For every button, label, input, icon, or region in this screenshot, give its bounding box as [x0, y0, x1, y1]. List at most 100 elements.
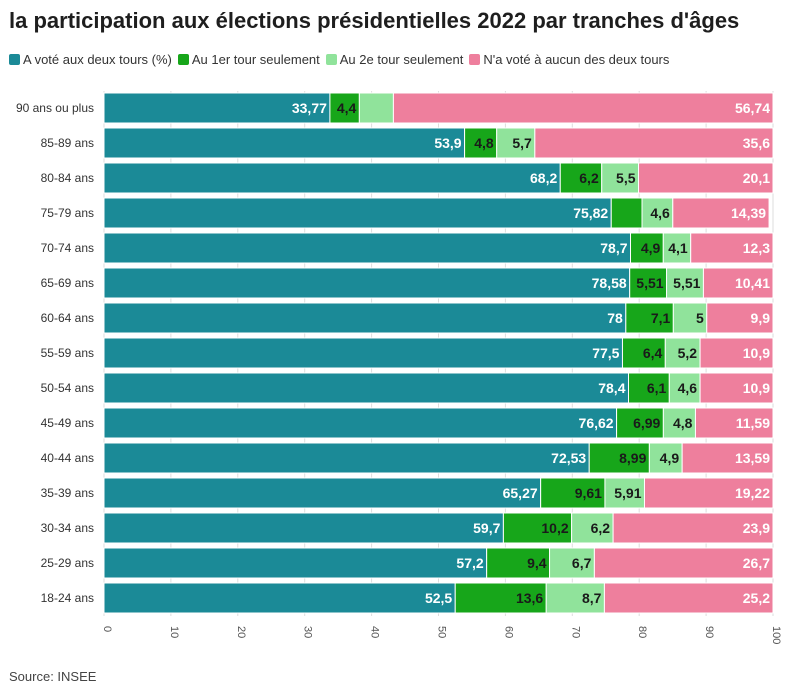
- data-label: 13,59: [735, 450, 770, 466]
- bar-segment: [103, 92, 331, 124]
- bar-segment: [103, 477, 542, 509]
- bar-segment: [103, 582, 456, 614]
- data-label: 7,1: [651, 310, 671, 326]
- category-label: 18-24 ans: [41, 591, 94, 605]
- bar-segment: [690, 232, 774, 264]
- data-label: 25,2: [743, 590, 770, 606]
- legend-item-no-vote[interactable]: N'a voté à aucun des deux tours: [469, 52, 669, 67]
- bar-segment: [706, 302, 774, 334]
- data-label: 6,99: [633, 415, 660, 431]
- data-label: 59,7: [473, 520, 500, 536]
- bar-segment: [664, 337, 701, 369]
- data-label: 65,27: [503, 485, 538, 501]
- bar-segment: [540, 477, 606, 509]
- legend-label-first-round-only: Au 1er tour seulement: [191, 52, 320, 67]
- category-label: 35-39 ans: [41, 486, 94, 500]
- category-label: 90 ans ou plus: [16, 101, 94, 115]
- bar-segment: [629, 267, 668, 299]
- data-label: 75,82: [573, 205, 608, 221]
- bar-segment: [625, 302, 674, 334]
- bar-segment: [694, 407, 774, 439]
- x-tick-label: 90: [703, 626, 715, 638]
- data-label: 26,7: [743, 555, 770, 571]
- legend-swatch-both-rounds: [9, 54, 20, 65]
- x-tick-label: 70: [569, 626, 581, 638]
- x-tick-label: 20: [235, 626, 247, 638]
- bar-segment: [496, 127, 536, 159]
- data-label: 78,4: [598, 380, 625, 396]
- x-tick-label: 40: [369, 626, 381, 638]
- bar-segment: [358, 92, 394, 124]
- x-tick-label: 10: [168, 626, 180, 638]
- bar-segment: [103, 197, 612, 229]
- data-label: 4,1: [668, 240, 688, 256]
- legend-label-both-rounds: A voté aux deux tours (%): [23, 52, 172, 67]
- data-label: 10,9: [743, 345, 770, 361]
- category-label: 85-89 ans: [41, 136, 94, 150]
- data-label: 4,6: [678, 380, 698, 396]
- category-label: 60-64 ans: [41, 311, 94, 325]
- category-label: 30-34 ans: [41, 521, 94, 535]
- bar-segment: [648, 442, 683, 474]
- bar-segment: [103, 232, 632, 264]
- chart-title: la participation aux élections président…: [9, 8, 740, 33]
- x-tick-label: 30: [302, 626, 314, 638]
- data-label: 9,9: [751, 310, 771, 326]
- data-label: 6,1: [647, 380, 667, 396]
- x-tick-label: 80: [636, 626, 648, 638]
- data-label: 4,8: [474, 135, 494, 151]
- bar-segment: [601, 162, 640, 194]
- bar-segment: [103, 162, 561, 194]
- category-label: 50-54 ans: [41, 381, 94, 395]
- category-label: 75-79 ans: [41, 206, 94, 220]
- x-tick-label: 60: [502, 626, 514, 638]
- data-label: 76,62: [579, 415, 614, 431]
- data-label: 4,9: [641, 240, 661, 256]
- category-label: 25-29 ans: [41, 556, 94, 570]
- data-label: 57,2: [456, 555, 483, 571]
- legend-swatch-no-vote: [469, 54, 481, 65]
- data-label: 72,53: [551, 450, 586, 466]
- data-label: 10,41: [735, 275, 770, 291]
- data-label: 5,5: [616, 170, 636, 186]
- legend-item-second-round-only[interactable]: Au 2e tour seulement: [325, 52, 463, 67]
- data-label: 4,4: [337, 100, 357, 116]
- data-label: 4,6: [650, 205, 670, 221]
- bar-segment: [638, 162, 774, 194]
- data-label: 9,61: [575, 485, 602, 501]
- bar-segment: [627, 372, 670, 404]
- data-label: 10,9: [743, 380, 770, 396]
- data-label: 5,7: [512, 135, 532, 151]
- data-label: 5: [696, 310, 704, 326]
- bar-segment: [643, 477, 774, 509]
- x-tick-label: 50: [436, 626, 448, 638]
- bar-segment: [612, 512, 774, 544]
- legend-swatch-first-round-only: [177, 54, 189, 65]
- data-label: 23,9: [743, 520, 770, 536]
- source-note: Source: INSEE: [9, 669, 97, 684]
- data-label: 33,77: [292, 100, 327, 116]
- legend-item-first-round-only[interactable]: Au 1er tour seulement: [177, 52, 320, 67]
- data-label: 20,1: [743, 170, 770, 186]
- bar-segment: [641, 197, 674, 229]
- category-label: 55-59 ans: [41, 346, 94, 360]
- data-label: 53,9: [434, 135, 461, 151]
- data-label: 5,91: [614, 485, 641, 501]
- data-label: 5,51: [636, 275, 663, 291]
- data-label: 78,7: [600, 240, 627, 256]
- legend-swatch-second-round-only: [325, 54, 337, 65]
- bar-segment: [103, 337, 623, 369]
- bar-segment: [486, 547, 551, 579]
- data-label: 10,2: [541, 520, 568, 536]
- bar-segment: [534, 127, 774, 159]
- data-label: 8,7: [582, 590, 602, 606]
- bar-segment: [545, 582, 605, 614]
- data-label: 9,4: [527, 555, 547, 571]
- data-label: 68,2: [530, 170, 557, 186]
- category-label: 40-44 ans: [41, 451, 94, 465]
- bar-segment: [103, 512, 504, 544]
- legend-label-no-vote: N'a voté à aucun des deux tours: [483, 52, 670, 67]
- data-label: 6,2: [579, 170, 599, 186]
- legend-item-both-rounds[interactable]: A voté aux deux tours (%): [9, 52, 172, 67]
